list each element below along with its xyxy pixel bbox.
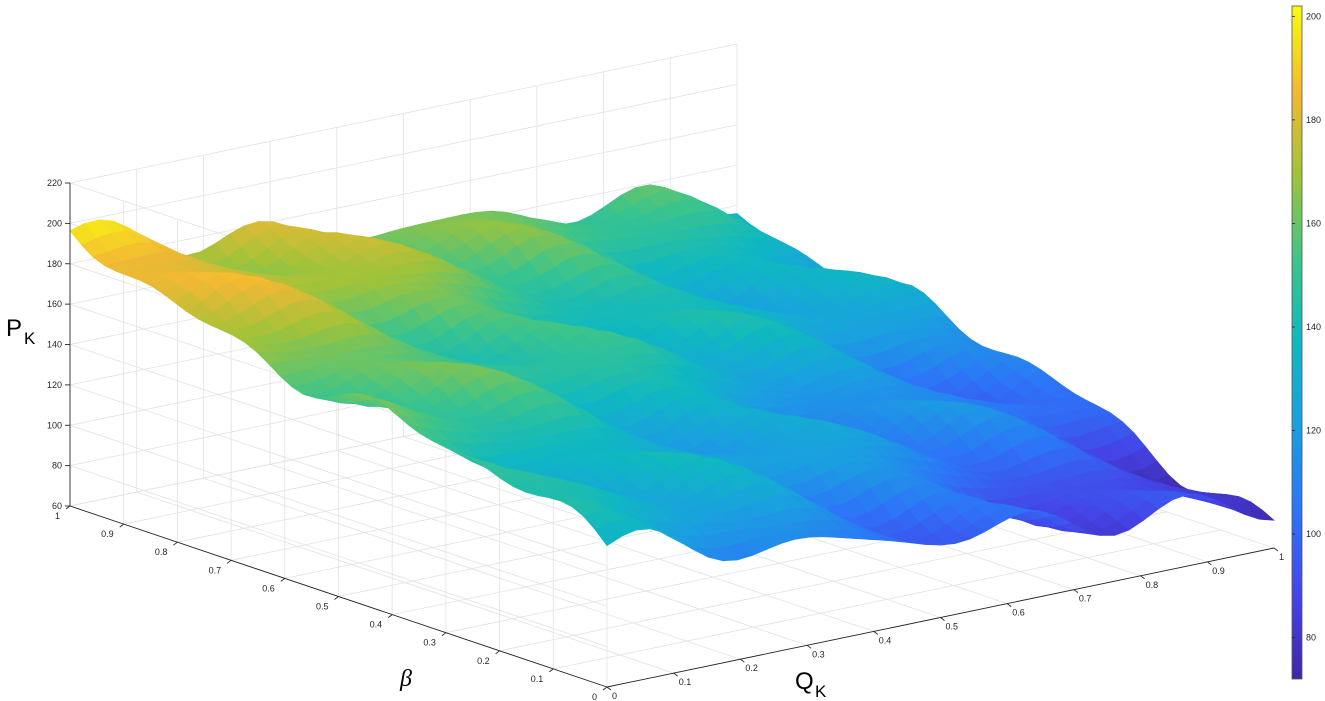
y-tick-label: 0 (592, 692, 597, 701)
x-axis-label-sub: K (815, 682, 827, 701)
x-tick-mark (940, 617, 945, 621)
y-tick-mark (173, 541, 178, 546)
z-tick-label: 80 (52, 461, 62, 471)
colorbar-tick-label: 120 (1306, 426, 1321, 436)
y-tick-mark (387, 614, 393, 618)
x-tick-label: 0.1 (679, 677, 692, 687)
x-tick-mark (1207, 561, 1212, 566)
x-tick-label: 1 (1279, 552, 1284, 562)
y-tick-mark (495, 650, 500, 655)
y-tick-label: 0.4 (370, 620, 383, 630)
z-axis-label: P K (6, 315, 36, 348)
x-tick-mark (740, 658, 745, 663)
y-tick-label: 0.8 (155, 547, 168, 557)
x-tick-mark (806, 644, 812, 649)
y-tick-label: 0.7 (209, 565, 222, 575)
y-tick-mark (549, 668, 554, 673)
colorbar-gradient (1291, 5, 1303, 680)
z-tick-label: 200 (47, 218, 62, 228)
y-axis-label: β (399, 666, 412, 692)
colorbar: 80 100 120 140 160 180 200 (1291, 5, 1321, 680)
x-tick-mark (1140, 575, 1145, 580)
z-axis-label-main: P (6, 315, 22, 342)
z-tick-label: 100 (47, 420, 62, 430)
colorbar-tick-label: 140 (1306, 322, 1321, 332)
x-tick-label: 0.7 (1079, 594, 1092, 604)
y-tick-label: 0.9 (101, 529, 114, 539)
y-tick-mark (334, 596, 339, 600)
y-tick-mark (602, 686, 608, 691)
x-tick-label: 0 (612, 691, 617, 701)
z-tick-label: 120 (47, 380, 62, 390)
x-tick-mark (1006, 603, 1012, 607)
y-tick-mark (226, 559, 232, 564)
z-tick-label: 60 (52, 501, 62, 511)
colorbar-tick-label: 100 (1306, 529, 1321, 539)
z-tick-label: 140 (47, 340, 62, 350)
colorbar-tick-label: 200 (1306, 11, 1321, 21)
x-tick-mark (873, 631, 879, 635)
x-tick-mark (673, 672, 678, 677)
y-tick-mark (280, 578, 286, 582)
y-tick-label: 0.1 (531, 674, 544, 684)
surface-mesh (69, 184, 1275, 562)
x-tick-label: 0.2 (745, 663, 758, 673)
z-axis-label-sub: K (24, 329, 36, 348)
y-tick-label: 0.2 (477, 656, 490, 666)
z-tick-label: 160 (47, 299, 62, 309)
y-tick-label: 0.5 (316, 602, 329, 612)
x-tick-label: 0.5 (946, 622, 959, 632)
y-tick-mark (441, 632, 447, 637)
x-tick-label: 0.8 (1146, 580, 1159, 590)
x-tick-label: 0.6 (1012, 608, 1025, 618)
y-tick-mark (65, 505, 71, 510)
x-tick-mark (606, 686, 612, 691)
axis-lines (65, 182, 1279, 691)
z-tick-label: 180 (47, 259, 62, 269)
x-tick-mark (1273, 547, 1279, 552)
x-tick-mark (1073, 589, 1079, 594)
y-tick-label: 0.6 (262, 583, 275, 593)
x-axis-label-main: Q (795, 668, 814, 695)
x-axis-label: Q K (795, 668, 827, 701)
y-tick-mark (119, 523, 124, 528)
surface-patch (594, 522, 622, 547)
y-tick-label: 0.3 (423, 638, 436, 648)
colorbar-tick-label: 80 (1306, 633, 1316, 643)
z-tick-label: 220 (47, 178, 62, 188)
x-tick-label: 0.4 (879, 635, 892, 645)
tick-labels: 0 0.1 0.2 0.3 0.4 0.5 0.6 0.7 0.8 0.9 1 0 0.1 0.2 0.3 0… (47, 178, 1284, 701)
colorbar-tick-label: 160 (1306, 218, 1321, 228)
y-tick-label: 1 (55, 511, 60, 521)
colorbar-tick-label: 180 (1306, 115, 1321, 125)
x-tick-label: 0.3 (812, 649, 825, 659)
x-tick-label: 0.9 (1212, 566, 1225, 576)
